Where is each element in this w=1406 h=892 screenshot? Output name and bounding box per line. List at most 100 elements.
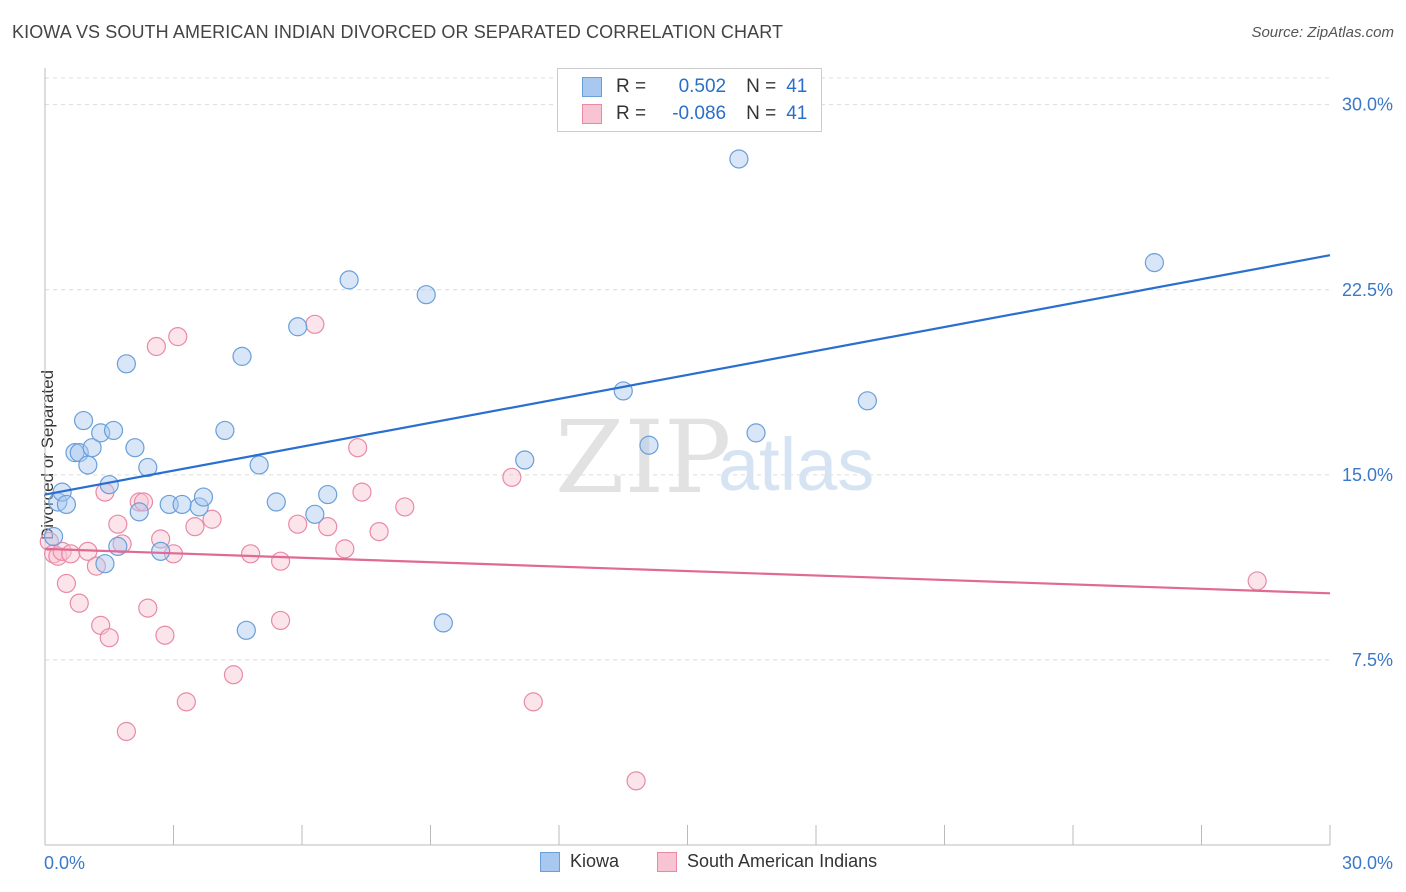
sai-point	[502, 467, 522, 487]
grid-lines	[45, 77, 1330, 661]
sai-point	[129, 492, 149, 512]
kiowa-point	[305, 504, 325, 524]
sai-r-value: -0.086	[672, 103, 727, 124]
sai-point	[108, 514, 128, 534]
kiowa-trend-line	[44, 254, 1331, 496]
sai-point	[352, 482, 372, 502]
bottom-legend-sai: South American Indians	[657, 851, 877, 872]
kiowa-point	[416, 285, 436, 305]
kiowa-point	[129, 502, 149, 522]
x-tick-label-min: 0.0%	[44, 853, 85, 873]
kiowa-point	[266, 492, 286, 512]
kiowa-legend-swatch	[540, 851, 560, 872]
sai-n-label: N =	[746, 103, 777, 124]
kiowa-point	[172, 494, 192, 515]
bottom-legend-kiowa: Kiowa	[540, 851, 619, 872]
kiowa-point	[103, 420, 124, 441]
sai-point	[288, 514, 308, 534]
sai-swatch	[582, 104, 602, 124]
sai-n-value: 41	[786, 103, 808, 124]
y-tick-label: 22.5%	[1342, 280, 1393, 300]
sai-legend-swatch	[657, 851, 677, 872]
y-tick-label: 30.0%	[1342, 95, 1393, 115]
kiowa-point	[56, 494, 77, 515]
chart-title: KIOWA VS SOUTH AMERICAN INDIAN DIVORCED …	[12, 22, 784, 42]
sai-point	[133, 492, 154, 512]
kiowa-point	[215, 420, 235, 441]
kiowa-point	[729, 149, 749, 169]
kiowa-point	[193, 487, 214, 507]
tick-labels: 7.5% 15.0% 22.5% 30.0% 0.0% 30.0%	[44, 95, 1393, 873]
axes	[44, 68, 1331, 846]
sai-point	[270, 551, 291, 571]
chart-source: Source: ZipAtlas.com	[1251, 24, 1394, 41]
sai-point	[61, 544, 81, 564]
kiowa-point	[339, 270, 359, 290]
kiowa-legend-label: Kiowa	[570, 851, 620, 871]
sai-point	[138, 598, 158, 618]
sai-point	[241, 544, 261, 564]
kiowa-point	[95, 554, 115, 574]
kiowa-point	[746, 423, 766, 443]
kiowa-point	[288, 317, 308, 337]
sai-point	[69, 593, 89, 613]
sai-point	[168, 327, 188, 347]
sai-legend-label: South American Indians	[687, 851, 878, 871]
kiowa-point	[82, 438, 102, 458]
sai-point	[348, 438, 368, 458]
sai-point	[369, 521, 389, 542]
watermark: ZIP atlas	[555, 399, 874, 516]
kiowa-point	[151, 541, 171, 561]
sai-point	[318, 517, 338, 537]
kiowa-point	[433, 613, 453, 633]
sai-point	[99, 628, 119, 648]
watermark-zip: ZIP	[555, 399, 731, 516]
kiowa-point	[515, 450, 535, 470]
y-tick-label: 7.5%	[1352, 650, 1393, 670]
kiowa-point	[78, 455, 98, 475]
kiowa-n-value: 41	[786, 76, 808, 97]
sai-point	[1247, 571, 1267, 591]
kiowa-r-value: 0.502	[678, 76, 727, 97]
sai-point	[395, 497, 415, 517]
sai-point	[270, 610, 291, 631]
sai-point	[56, 573, 77, 594]
kiowa-point	[189, 497, 209, 517]
kiowa-point	[236, 620, 256, 640]
kiowa-point	[1144, 253, 1164, 273]
trend-lines	[44, 254, 1331, 595]
kiowa-point	[232, 346, 252, 366]
sai-point	[185, 517, 205, 537]
sai-point	[626, 771, 646, 791]
kiowa-point	[249, 455, 269, 475]
kiowa-point	[318, 484, 338, 505]
sai-point	[202, 509, 222, 529]
sai-point	[155, 625, 175, 645]
sai-point	[146, 336, 166, 357]
sai-point	[523, 692, 543, 712]
kiowa-point	[43, 526, 64, 547]
kiowa-point	[857, 391, 878, 411]
sai-point	[305, 314, 325, 334]
x-tick-label-max: 30.0%	[1342, 853, 1393, 873]
kiowa-swatch	[582, 77, 602, 97]
stats-legend: R = 0.502 N = 41 R = -0.086 N = 41	[557, 68, 822, 132]
sai-point	[223, 665, 244, 685]
kiowa-point	[73, 410, 94, 431]
sai-point	[176, 692, 196, 712]
legend-row-sai: R = -0.086 N = 41	[582, 102, 807, 126]
kiowa-point	[116, 354, 136, 374]
kiowa-point	[125, 438, 145, 458]
kiowa-point	[639, 435, 659, 455]
kiowa-n-label: N =	[746, 76, 777, 97]
kiowa-r-label: R =	[616, 76, 647, 97]
sai-point	[335, 539, 355, 559]
data-points	[39, 149, 1267, 791]
legend-row-kiowa: R = 0.502 N = 41	[582, 75, 807, 99]
y-tick-label: 15.0%	[1342, 465, 1393, 485]
watermark-atlas: atlas	[718, 423, 874, 506]
sai-r-label: R =	[616, 103, 647, 124]
sai-point	[116, 721, 136, 742]
sai-trend-line	[44, 547, 1331, 595]
